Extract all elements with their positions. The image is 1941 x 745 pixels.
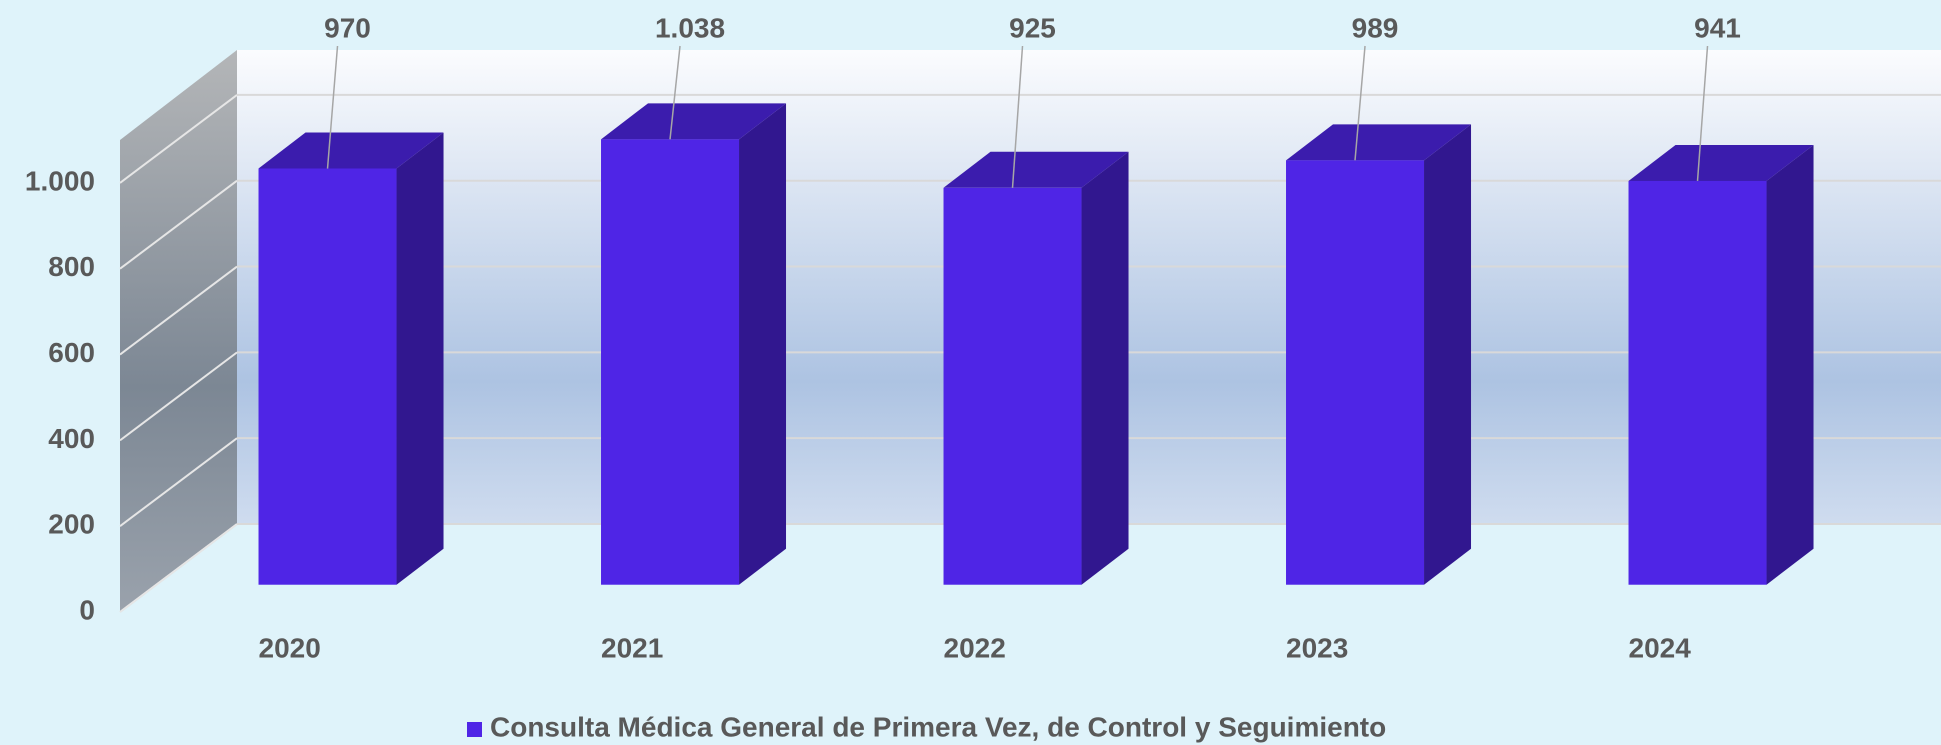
- y-tick-label: 400: [48, 423, 95, 454]
- side-wall: [120, 50, 237, 612]
- legend-swatch: [467, 722, 482, 737]
- bar-top: [258, 132, 444, 169]
- x-tick-label: 2021: [601, 632, 663, 663]
- bar-side: [1424, 124, 1472, 585]
- grid-line: [119, 351, 238, 442]
- bar-top: [1286, 124, 1472, 161]
- bar: [601, 139, 740, 585]
- bar-side: [1766, 144, 1814, 585]
- y-tick-label: 800: [48, 251, 95, 282]
- grid-line: [119, 437, 238, 527]
- bar-top: [601, 103, 787, 140]
- bar-side: [1081, 151, 1129, 585]
- grid-line: [119, 265, 238, 356]
- bar: [1628, 180, 1767, 585]
- y-tick-label: 200: [48, 509, 95, 540]
- data-label: 925: [1009, 12, 1056, 43]
- data-label: 970: [324, 12, 371, 43]
- bar: [258, 168, 397, 585]
- x-tick-label: 2024: [1629, 632, 1692, 663]
- data-label: 989: [1352, 12, 1399, 43]
- leader-line: [669, 45, 681, 140]
- y-tick-label: 600: [48, 337, 95, 368]
- grid-line: [119, 523, 238, 613]
- grid-line: [119, 94, 238, 184]
- leader-line: [1696, 45, 1709, 182]
- bar-side: [396, 132, 444, 585]
- leader-line: [1354, 45, 1366, 161]
- data-label: 941: [1694, 12, 1741, 43]
- x-tick-label: 2020: [259, 632, 321, 663]
- bar-top: [943, 151, 1129, 188]
- grid-line: [119, 179, 238, 270]
- leader-line: [326, 45, 339, 169]
- x-tick-label: 2023: [1286, 632, 1348, 663]
- data-label: 1.038: [655, 12, 725, 43]
- bar: [1286, 160, 1425, 585]
- y-tick-label: 0: [79, 594, 95, 625]
- y-tick-label: 1.000: [25, 165, 95, 196]
- bar-top: [1628, 144, 1814, 181]
- leader-line: [1011, 45, 1024, 188]
- x-tick-label: 2022: [944, 632, 1006, 663]
- legend-label: Consulta Médica General de Primera Vez, …: [490, 711, 1386, 742]
- bar-side: [739, 103, 787, 585]
- bar: [943, 187, 1082, 585]
